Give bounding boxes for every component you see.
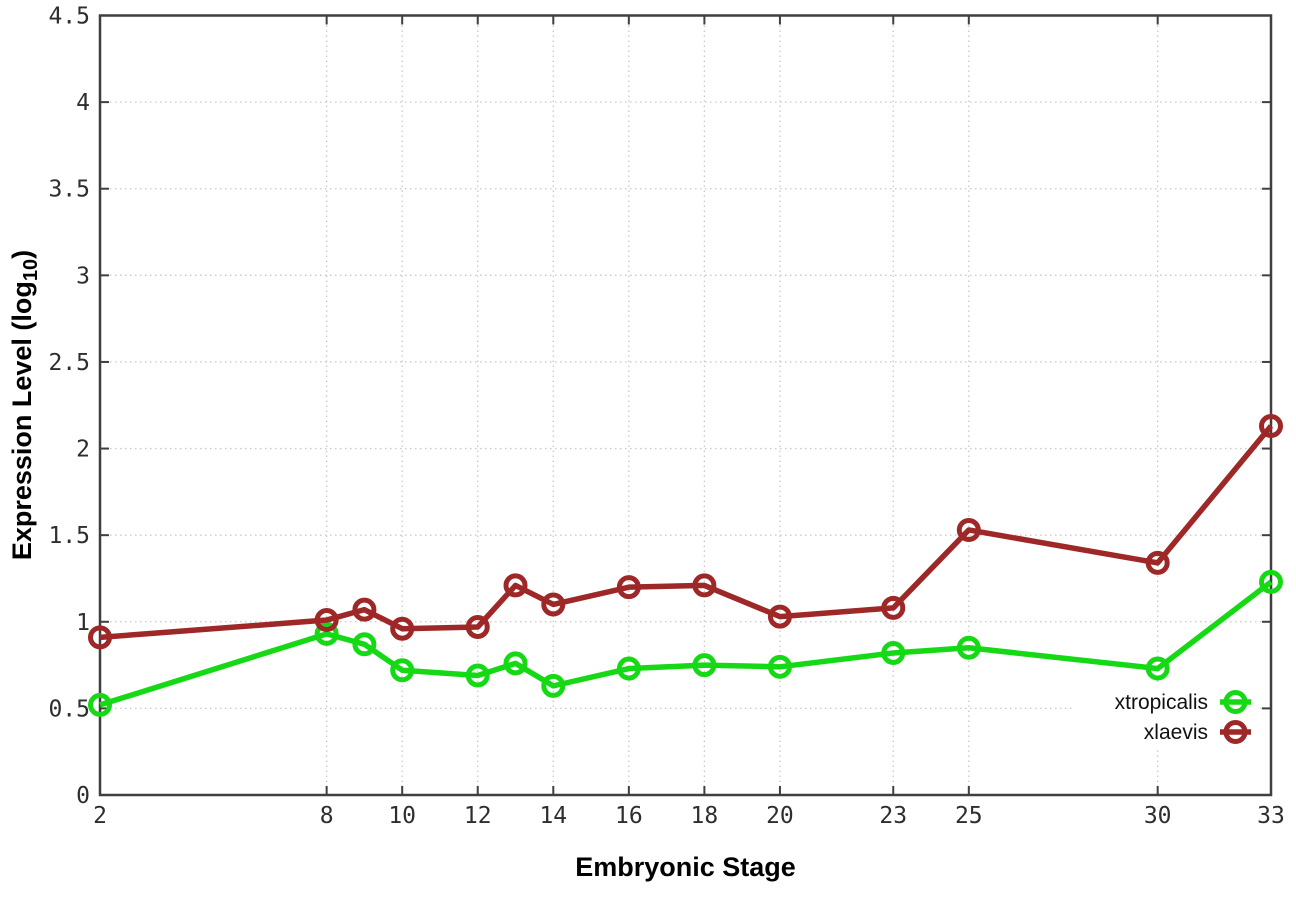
data-point-xlaevis	[314, 608, 339, 633]
y-tick-label: 0	[76, 783, 90, 809]
data-point-xlaevis	[1145, 550, 1170, 575]
x-tick-label: 16	[615, 803, 643, 829]
data-point-xtropicalis	[314, 621, 339, 646]
data-point-xtropicalis	[88, 692, 112, 717]
y-tick-label: 4	[76, 90, 90, 116]
data-point-xlaevis	[503, 573, 528, 598]
x-tick-label: 33	[1257, 803, 1285, 829]
y-tick-label: 0.5	[48, 696, 90, 722]
data-point-xtropicalis	[503, 651, 528, 676]
data-point-xlaevis	[88, 625, 112, 650]
x-tick-label: 10	[388, 803, 416, 829]
y-tick-label: 1.5	[48, 523, 90, 549]
data-point-xlaevis	[465, 614, 490, 639]
data-point-xtropicalis	[616, 656, 641, 681]
data-point-xtropicalis	[390, 658, 415, 683]
data-point-xtropicalis	[767, 654, 792, 679]
x-tick-label: 30	[1144, 803, 1172, 829]
data-point-xlaevis	[956, 517, 981, 542]
x-tick-label: 18	[691, 803, 719, 829]
data-point-xtropicalis	[692, 653, 717, 678]
x-tick-label: 2	[93, 803, 107, 829]
data-point-xlaevis	[390, 616, 415, 641]
data-point-xlaevis	[881, 595, 906, 620]
data-point-xlaevis	[616, 575, 641, 600]
x-tick-label: 23	[879, 803, 907, 829]
legend-label-xlaevis: xlaevis	[1144, 721, 1208, 744]
data-point-xlaevis	[767, 604, 792, 629]
y-tick-label: 3	[76, 263, 90, 289]
legend-marker-icon-xtropicalis	[1223, 690, 1248, 714]
series-line-xlaevis	[99, 424, 1274, 641]
data-point-xlaevis	[541, 592, 566, 617]
data-point-xtropicalis	[881, 640, 906, 665]
x-tick-label: 25	[955, 803, 983, 829]
x-tick-label: 8	[320, 803, 334, 829]
x-tick-label: 20	[766, 803, 794, 829]
data-point-xtropicalis	[1145, 656, 1170, 681]
y-tick-label: 1	[76, 610, 90, 636]
data-point-xtropicalis	[1259, 569, 1283, 594]
data-point-xtropicalis	[956, 635, 981, 660]
data-point-xlaevis	[1259, 414, 1283, 439]
data-point-xtropicalis	[352, 632, 377, 657]
x-tick-label: 14	[539, 803, 567, 829]
y-tick-label: 2	[76, 437, 90, 463]
plot-border	[98, 14, 1273, 797]
legend-label-xtropicalis: xtropicalis	[1115, 691, 1208, 714]
data-point-xlaevis	[692, 573, 717, 598]
y-tick-label: 2.5	[48, 350, 90, 376]
x-axis-title: Embryonic Stage	[575, 852, 796, 882]
x-tick-label: 12	[464, 803, 492, 829]
y-tick-label: 3.5	[48, 177, 90, 203]
data-point-xtropicalis	[465, 663, 490, 688]
y-axis-title: Expression Level (log10)	[7, 250, 42, 560]
y-tick-label: 4.5	[48, 4, 90, 30]
data-point-xlaevis	[352, 597, 377, 622]
data-point-xtropicalis	[541, 673, 566, 698]
legend-marker-icon-xlaevis	[1223, 720, 1248, 744]
